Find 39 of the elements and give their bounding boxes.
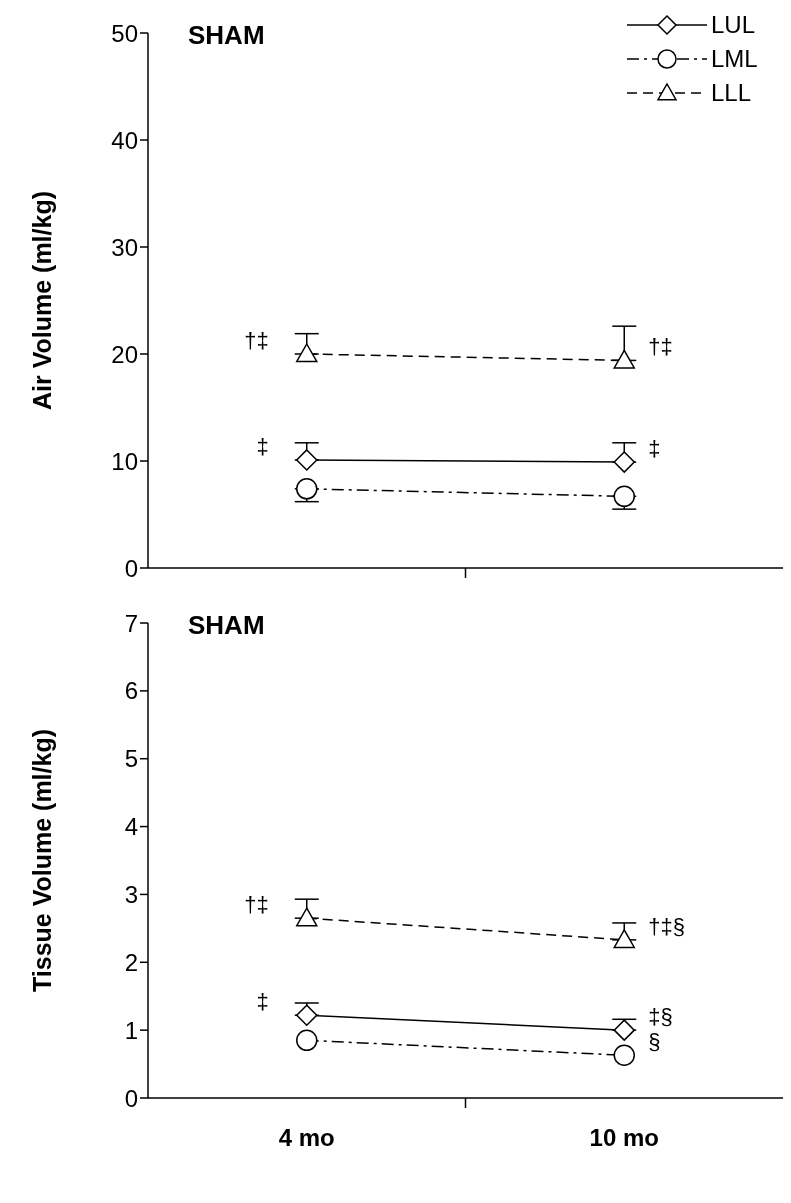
legend-label: LML [711,45,758,72]
point [613,485,635,508]
legend-label: LLL [711,79,752,106]
annotation: †‡ [648,334,673,360]
point [613,1044,635,1066]
y-tick-label: 3 [124,880,138,908]
annotation: ‡ [648,435,661,461]
y-axis-title: Air Volume (ml/kg) [27,190,56,411]
x-tick-label: 4 mo [278,1124,335,1151]
x-tick-label: 10 mo [589,1124,659,1151]
y-tick-label: 10 [111,447,138,475]
y-tick-label: 0 [124,1084,138,1112]
legend-label: LUL [711,11,756,38]
point [296,449,318,471]
point [613,451,635,473]
y-tick-label: 5 [124,745,138,773]
y-tick-label: 30 [111,233,138,261]
y-tick-label: 20 [111,340,138,368]
annotation: †‡§ [648,913,685,939]
point [296,478,318,500]
annotation: †‡ [244,327,269,353]
point [613,1019,635,1041]
point [296,1029,318,1052]
annotation: ‡§ [648,1003,673,1029]
y-tick-label: 1 [124,1016,138,1044]
chart-title: SHAM [188,610,265,641]
y-tick-label: 7 [124,609,138,637]
annotation: ‡ [256,989,269,1015]
y-tick-label: 6 [124,677,138,705]
annotation: ‡ [256,433,269,459]
y-tick-label: 4 [124,813,138,841]
chart-title: SHAM [188,20,265,51]
y-axis-title: Tissue Volume (ml/kg) [27,728,56,993]
annotation: †‡ [244,891,269,917]
y-tick-label: 2 [124,948,138,976]
y-tick-label: 0 [124,554,138,582]
y-tick-label: 40 [111,126,138,154]
annotation: § [648,1029,661,1055]
y-tick-label: 50 [111,19,138,47]
